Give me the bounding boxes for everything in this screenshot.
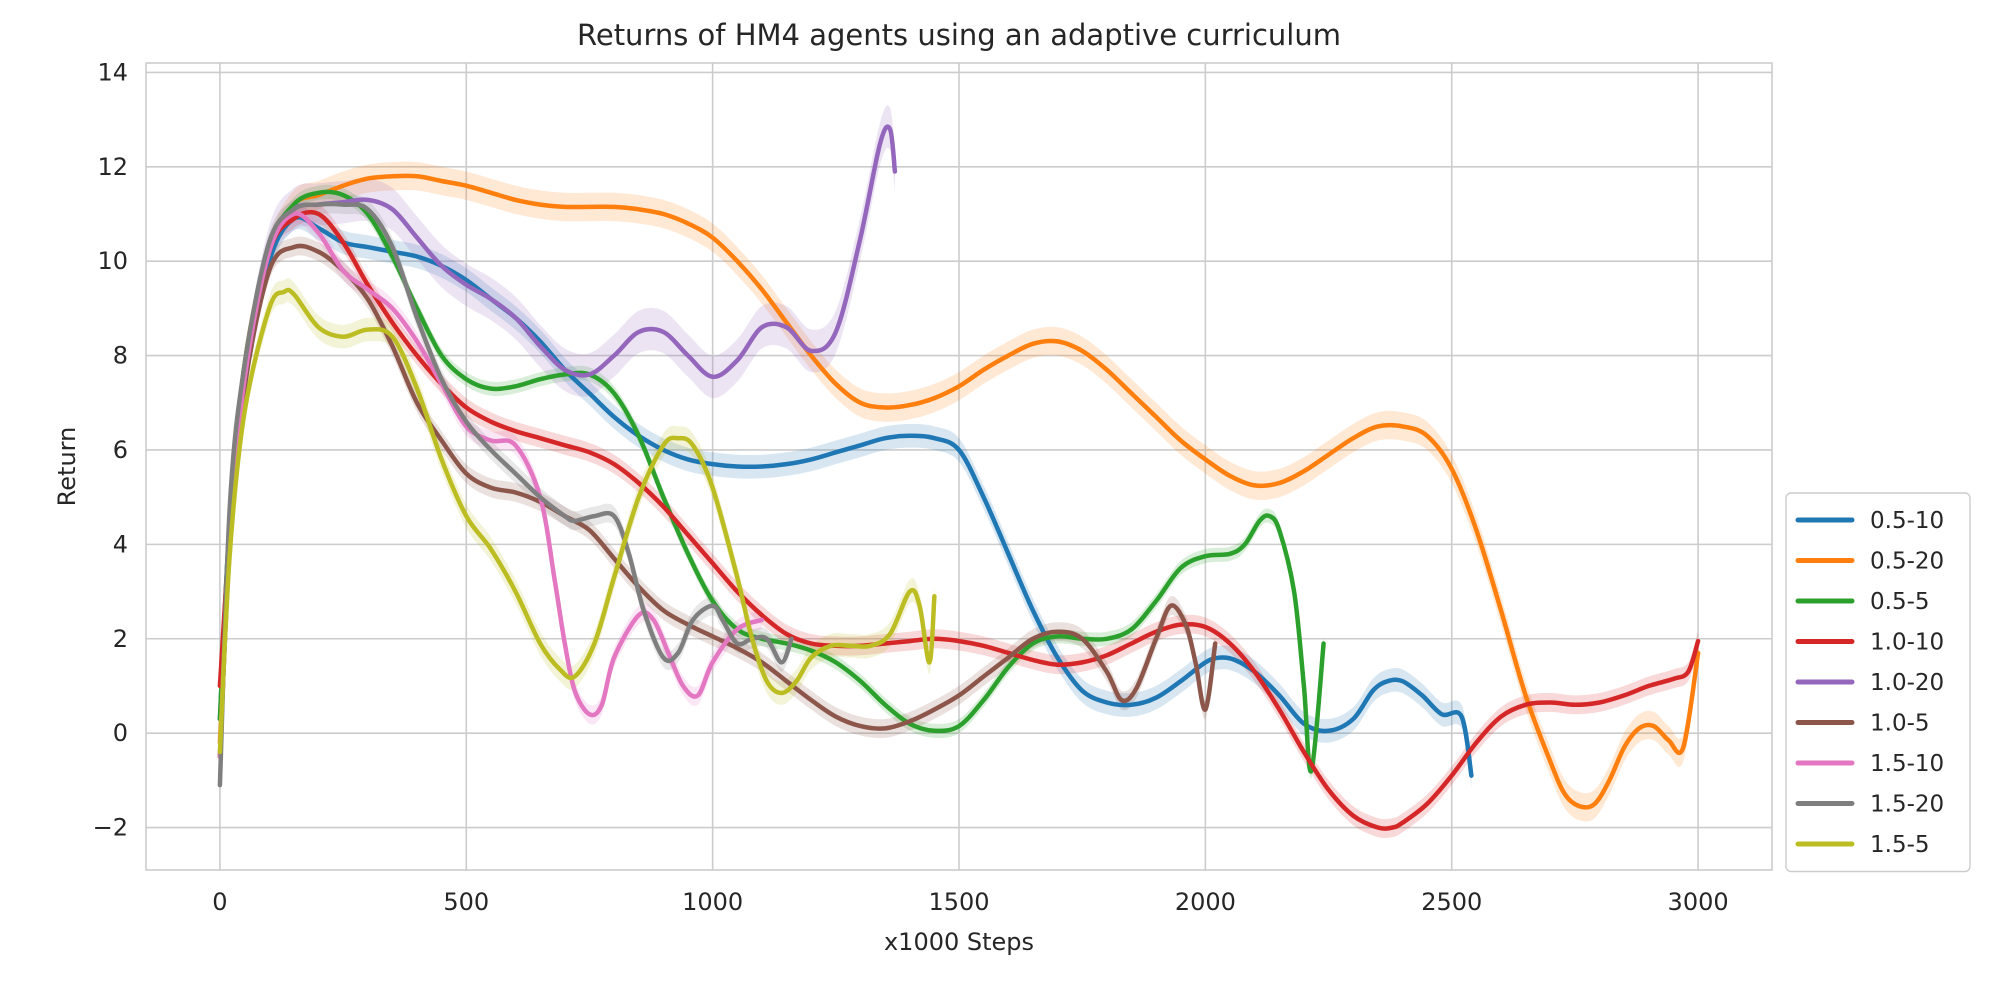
x-tick-label: 2500	[1421, 888, 1482, 916]
legend-box	[1785, 492, 1971, 873]
plot-frame	[145, 62, 1773, 871]
y-tick-label: 4	[113, 530, 128, 558]
y-tick-label: 12	[97, 153, 128, 181]
series-line-1_5-5	[217, 287, 937, 755]
x-tick-label: 1500	[928, 888, 989, 916]
series-line-1_5-10	[217, 211, 765, 759]
band-1_5-10	[219, 204, 762, 767]
y-tick-label: 6	[113, 436, 128, 464]
y-tick-label: 14	[97, 58, 128, 86]
legend-label-1_5-5: 1.5-5	[1870, 832, 1930, 858]
x-tick-labels: 0 500 1000 1500 2000 2500 3000	[212, 888, 1728, 916]
series-line-0_5-5	[217, 189, 1326, 774]
y-tick-label: 2	[113, 625, 128, 653]
legend-label-1_5-20: 1.5-20	[1870, 792, 1944, 818]
legend-label-0_5-20: 0.5-20	[1870, 549, 1944, 575]
y-axis-label: Return	[53, 427, 81, 507]
x-tick-label: 3000	[1668, 888, 1729, 916]
legend: 0.5-10 0.5-20 0.5-5 1.0-10 1.0-20 1.0-5 1.5-10…	[1785, 492, 1971, 873]
y-tick-label: 8	[113, 342, 128, 370]
x-tick-label: 1000	[682, 888, 743, 916]
legend-label-1_0-10: 1.0-10	[1870, 630, 1944, 656]
y-tick-label: 10	[97, 247, 128, 275]
series-line-1_0-10	[217, 209, 1701, 831]
legend-label-0_5-5: 0.5-5	[1870, 589, 1930, 615]
legend-label-0_5-10: 0.5-10	[1870, 508, 1944, 534]
y-tick-label: −2	[93, 814, 128, 842]
y-tick-labels: −2 0 2 4 6 8 10 12 14	[93, 58, 128, 841]
band-0_5-10	[219, 205, 1472, 788]
series-line-0_5-20	[217, 173, 1701, 810]
band-1_5-5	[219, 278, 935, 764]
legend-label-1_0-20: 1.0-20	[1870, 670, 1944, 696]
legend-label-1_5-10: 1.5-10	[1870, 751, 1944, 777]
x-tick-label: 500	[443, 888, 489, 916]
y-tick-label: 0	[113, 719, 128, 747]
x-axis-label: x1000 Steps	[884, 928, 1034, 956]
series-line-1_5-20	[217, 201, 794, 788]
x-tick-label: 2000	[1175, 888, 1236, 916]
series-lines	[217, 124, 1701, 831]
chart-title: Returns of HM4 agents using an adaptive …	[577, 18, 1341, 52]
x-tick-label: 0	[212, 888, 227, 916]
legend-label-1_0-5: 1.0-5	[1870, 711, 1930, 737]
